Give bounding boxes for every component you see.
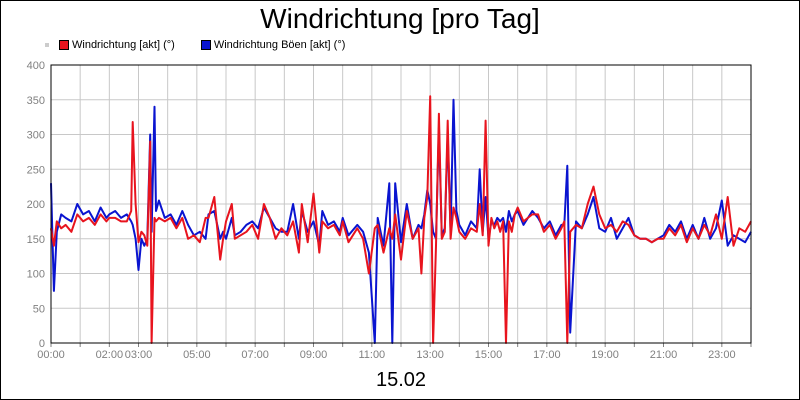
x-tick-label: 23:00 (708, 349, 736, 361)
x-tick-label: 11:00 (358, 349, 385, 361)
x-tick-label: 02:00 (96, 349, 124, 361)
legend-item-series-1[interactable]: Windrichtung [akt] (°) (59, 39, 175, 51)
legend-label-series-2: Windrichtung Böen [akt] (°) (213, 39, 346, 51)
legend-swatch-series-1 (59, 40, 69, 50)
x-tick-label: 00:00 (37, 349, 65, 361)
series-lines (50, 95, 752, 344)
x-tick-label: 05:00 (183, 349, 211, 361)
y-tick-label: 200 (27, 199, 45, 211)
y-tick-label: 50 (33, 303, 45, 315)
y-tick-label: 400 (27, 60, 45, 72)
x-tick-label: 17:00 (533, 349, 561, 361)
chart-title: Windrichtung [pro Tag] (260, 3, 540, 34)
axes: 0 50 100 150 200 250 300 350 400 00:00 02:00 03:00 0… (27, 60, 752, 361)
y-tick-label: 100 (27, 269, 45, 281)
legend: Windrichtung [akt] (°) Windrichtung Böen… (45, 38, 371, 52)
plot-border (50, 64, 752, 344)
x-tick-label: 19:00 (591, 349, 619, 361)
y-tick-label: 300 (27, 130, 45, 142)
x-tick-label: 15:00 (475, 349, 503, 361)
x-tick-label: 07:00 (241, 349, 269, 361)
x-tick-label: 13:00 (416, 349, 444, 361)
x-tick-label: 09:00 (300, 349, 328, 361)
x-tick-label: 21:00 (650, 349, 678, 361)
legend-label-series-1: Windrichtung [akt] (°) (72, 39, 175, 51)
y-tick-label: 350 (27, 95, 45, 107)
y-tick-label: 0 (39, 338, 45, 350)
legend-item-series-2[interactable]: Windrichtung Böen [akt] (°) (200, 39, 346, 51)
y-tick-label: 250 (27, 164, 45, 176)
x-axis-label: 15.02 (375, 369, 427, 391)
series-line-1 (50, 95, 752, 344)
x-tick-label: 03:00 (125, 349, 153, 361)
y-tick-label: 150 (27, 234, 45, 246)
legend-swatch-series-2 (200, 40, 211, 50)
legend-marker-icon (45, 43, 49, 47)
